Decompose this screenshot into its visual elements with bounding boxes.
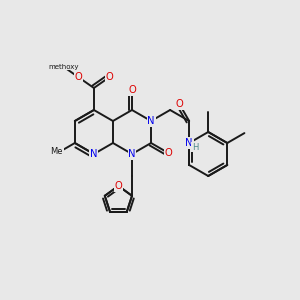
Text: O: O <box>164 148 172 158</box>
Text: Me: Me <box>50 147 63 156</box>
Text: O: O <box>128 85 136 95</box>
Text: O: O <box>105 72 113 82</box>
Text: O: O <box>115 181 122 191</box>
Text: N: N <box>185 138 193 148</box>
Text: N: N <box>128 149 136 159</box>
Text: H: H <box>192 142 198 152</box>
Text: N: N <box>90 149 98 159</box>
Text: O: O <box>176 99 183 109</box>
Text: O: O <box>75 72 83 82</box>
Text: N: N <box>147 116 155 126</box>
Text: methoxy: methoxy <box>48 64 79 70</box>
